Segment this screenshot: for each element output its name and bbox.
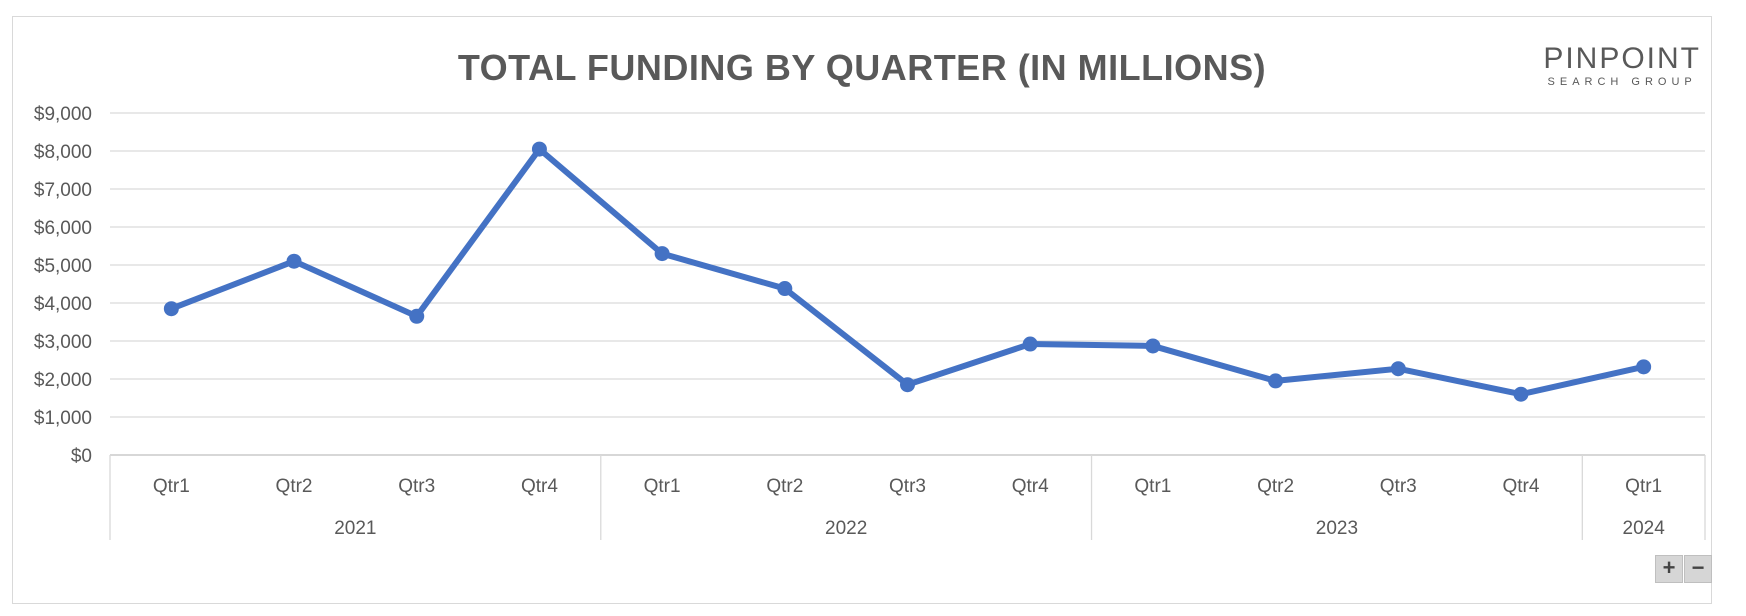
data-point <box>163 301 179 317</box>
y-tick-label: $8,000 <box>34 142 92 163</box>
data-point <box>531 141 547 157</box>
data-point <box>286 253 302 269</box>
year-group-label: 2024 <box>1623 518 1666 539</box>
data-point <box>654 246 670 262</box>
year-group-label: 2021 <box>334 518 376 539</box>
data-point <box>900 377 915 393</box>
x-tick-label: Qtr2 <box>276 476 313 497</box>
x-tick-label: Qtr3 <box>1380 476 1417 497</box>
y-tick-label: $2,000 <box>34 370 92 391</box>
year-group-label: 2022 <box>825 518 867 539</box>
data-point <box>777 281 793 297</box>
data-point <box>1145 338 1161 354</box>
x-tick-label: Qtr4 <box>1502 476 1539 497</box>
data-point <box>409 308 425 324</box>
y-tick-label: $5,000 <box>34 256 92 277</box>
y-tick-label: $9,000 <box>34 104 92 125</box>
data-point <box>1390 361 1406 377</box>
y-tick-label: $6,000 <box>34 218 92 239</box>
chart-title: TOTAL FUNDING BY QUARTER (IN MILLIONS) <box>457 47 1267 88</box>
x-tick-label: Qtr3 <box>889 476 926 497</box>
y-tick-label: $0 <box>71 446 92 467</box>
logo-main-text: PINPOINT <box>1543 42 1701 75</box>
x-tick-label: Qtr1 <box>1134 476 1171 497</box>
x-tick-label: Qtr2 <box>1257 476 1294 497</box>
year-group-label: 2023 <box>1316 518 1358 539</box>
x-tick-label: Qtr4 <box>521 476 558 497</box>
x-tick-label: Qtr1 <box>1625 476 1662 497</box>
x-tick-label: Qtr1 <box>153 476 190 497</box>
logo-sub-text: SEARCH GROUP <box>1547 76 1697 88</box>
x-tick-label: Qtr3 <box>398 476 435 497</box>
x-tick-label: Qtr1 <box>644 476 681 497</box>
x-tick-label: Qtr4 <box>1012 476 1049 497</box>
y-tick-label: $4,000 <box>34 294 92 315</box>
y-tick-label: $1,000 <box>34 408 92 429</box>
data-point <box>1513 386 1529 402</box>
zoom-out-button[interactable]: − <box>1684 555 1712 583</box>
chart-frame: TOTAL FUNDING BY QUARTER (IN MILLIONS) P… <box>12 16 1712 604</box>
y-tick-label: $3,000 <box>34 332 92 353</box>
data-point <box>1636 359 1652 375</box>
x-tick-label: Qtr2 <box>766 476 803 497</box>
pinpoint-logo: PINPOINT SEARCH GROUP <box>1543 43 1701 89</box>
data-point <box>1268 373 1284 389</box>
data-point <box>1022 336 1038 352</box>
zoom-in-button[interactable]: + <box>1655 555 1683 583</box>
series-line <box>168 146 1647 398</box>
y-tick-label: $7,000 <box>34 180 92 201</box>
